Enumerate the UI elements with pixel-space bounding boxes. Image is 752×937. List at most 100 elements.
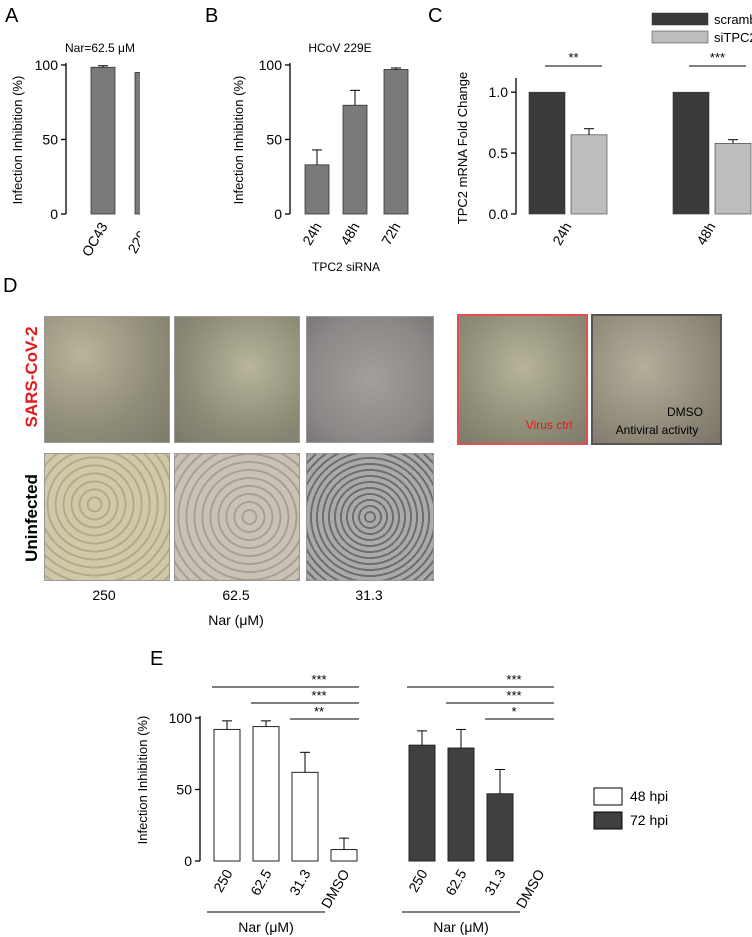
chart-e-ylabel: Infection Inhibition (%) bbox=[135, 716, 150, 845]
chart-b-title: HCoV 229E bbox=[308, 41, 371, 55]
chart-a-y-tick-label: 100 bbox=[35, 57, 59, 73]
chart-e-legend-label: 72 hpi bbox=[630, 812, 668, 828]
chart-e-bar bbox=[447, 747, 475, 862]
chart-e-bar bbox=[291, 771, 319, 862]
chart-b-x-tick-label: 72h bbox=[378, 220, 404, 248]
micrograph-uninfected-31-3 bbox=[306, 453, 434, 581]
chart-e-x-tick-label: 250 bbox=[405, 866, 431, 894]
micrograph-uninfected-250 bbox=[44, 453, 170, 581]
micrograph-sars-250 bbox=[44, 316, 170, 443]
row-label-sars-cov-2: SARS-CoV-2 bbox=[22, 326, 41, 427]
micrograph-uninfected-62-5 bbox=[174, 453, 300, 581]
chart-a-ylabel: Infection Inhibition (%) bbox=[10, 76, 25, 205]
chart-a-y-tick-label: 50 bbox=[42, 132, 58, 148]
chart-c-x-tick-label: 48h bbox=[693, 220, 719, 248]
chart-c-significance-label: ** bbox=[568, 50, 578, 65]
row-label-uninfected-wrap: Uninfected bbox=[22, 474, 41, 562]
micrograph-virus-ctrl bbox=[457, 314, 588, 445]
chart-b-xlabel: TPC2 siRNA bbox=[312, 260, 380, 274]
chart-e-x-tick-label: 31.3 bbox=[286, 866, 314, 898]
chart-e-group-axis-label: Nar (μM) bbox=[238, 919, 294, 935]
panel-letter-d: D bbox=[3, 275, 17, 297]
chart-a-plot: 0 50 100 OC43 229E bbox=[35, 57, 140, 259]
chart-a-title: Nar=62.5 μM bbox=[65, 41, 135, 55]
chart-b-bar bbox=[342, 104, 368, 215]
chart-e-legend-swatch bbox=[593, 787, 623, 806]
chart-a-bar bbox=[134, 72, 140, 215]
chart-c-legend-label: scrambled bbox=[714, 12, 752, 27]
panel-letter-d-wrap: D bbox=[3, 275, 17, 297]
chart-b-x-tick-label: 48h bbox=[337, 220, 363, 248]
chart-c-y-tick-label: 1.0 bbox=[489, 84, 509, 100]
chart-b-plot: 0 50 100 24h 48h 72h bbox=[259, 57, 409, 248]
chart-e-bar bbox=[252, 726, 280, 862]
chart-e-significance-label: *** bbox=[311, 672, 326, 687]
conc-label-62-5: 62.5 bbox=[222, 587, 249, 603]
panel-b: B HCoV 229E Infection Inhibition (%) TPC… bbox=[205, 5, 409, 274]
chart-c-bar bbox=[672, 91, 710, 215]
chart-e-x-tick-label: DMSO bbox=[318, 866, 353, 910]
chart-b-y-tick-label: 100 bbox=[259, 57, 283, 73]
chart-e-bar bbox=[213, 728, 241, 862]
chart-a-x-tick-label: OC43 bbox=[78, 219, 110, 259]
panel-e: E Infection Inhibition (%) 0 50 100 250 62.5… bbox=[135, 648, 669, 935]
chart-b-y-tick-label: 50 bbox=[266, 132, 282, 148]
micrograph-dmso bbox=[591, 314, 722, 445]
chart-e-bar bbox=[486, 793, 514, 862]
chart-c-plot: 0.0 0.5 1.0 24h ** 48h *** scrambled siTPC2 bbox=[489, 12, 752, 248]
chart-c-legend-swatch bbox=[651, 30, 709, 44]
chart-b-ylabel: Infection Inhibition (%) bbox=[231, 76, 246, 205]
chart-e-x-tick-label: 62.5 bbox=[247, 866, 275, 898]
chart-e-y-tick-label: 100 bbox=[169, 710, 193, 726]
chart-a-x-tick-label: 229E bbox=[124, 220, 140, 256]
panel-c: C TPC2 mRNA Fold Change 0.0 0.5 1.0 24h ** 48… bbox=[428, 5, 752, 248]
chart-b-y-tick-label: 0 bbox=[274, 206, 282, 222]
chart-c-x-tick-label: 24h bbox=[549, 220, 575, 248]
chart-b-bar bbox=[304, 164, 330, 215]
chart-c-legend-swatch bbox=[651, 12, 709, 26]
micrograph-labels: Virus ctrl DMSO Antiviral activity bbox=[526, 405, 703, 437]
chart-e-x-tick-label: 62.5 bbox=[442, 866, 470, 898]
virus-ctrl-label: Virus ctrl bbox=[526, 418, 572, 432]
chart-b-x-tick-label: 24h bbox=[299, 220, 325, 248]
row-label-uninfected: Uninfected bbox=[22, 474, 41, 562]
micrograph-sars-62-5 bbox=[174, 316, 300, 443]
chart-e-bar bbox=[330, 849, 358, 862]
chart-e-significance-label: *** bbox=[506, 672, 521, 687]
chart-c-legend-label: siTPC2 bbox=[714, 30, 752, 45]
dmso-label: DMSO bbox=[667, 405, 703, 419]
chart-c-y-tick-label: 0.0 bbox=[489, 206, 509, 222]
chart-e-significance-label: ** bbox=[314, 704, 324, 719]
chart-c-bar bbox=[528, 91, 566, 215]
row-label-sars-wrap: SARS-CoV-2 bbox=[22, 326, 41, 427]
panel-letter-c: C bbox=[428, 5, 442, 27]
chart-e-significance-label: * bbox=[511, 704, 516, 719]
chart-e-y-tick-label: 0 bbox=[184, 853, 192, 869]
chart-a-y-tick-label: 0 bbox=[50, 206, 58, 222]
chart-c-ylabel: TPC2 mRNA Fold Change bbox=[455, 72, 470, 224]
panel-letter-e: E bbox=[150, 648, 163, 670]
panel-d-axis: 250 62.5 31.3 Nar (μM) bbox=[92, 587, 383, 628]
chart-e-significance-label: *** bbox=[506, 688, 521, 703]
micrograph-sars-31-3 bbox=[306, 316, 434, 443]
chart-e-bar bbox=[408, 744, 436, 862]
panel-d-axis-label: Nar (μM) bbox=[208, 612, 264, 628]
chart-c-y-tick-label: 0.5 bbox=[489, 145, 509, 161]
chart-c-bar bbox=[714, 143, 752, 215]
panel-a: A Nar=62.5 μM Infection Inhibition (%) 0… bbox=[5, 5, 140, 259]
panel-letter-a: A bbox=[5, 5, 19, 27]
chart-e-significance-label: *** bbox=[311, 688, 326, 703]
chart-e-y-tick-label: 50 bbox=[176, 782, 192, 798]
chart-e-legend-swatch bbox=[593, 811, 623, 830]
chart-e-legend-label: 48 hpi bbox=[630, 788, 668, 804]
dmso-sub-label: Antiviral activity bbox=[616, 423, 699, 437]
chart-e-x-tick-label: DMSO bbox=[513, 866, 548, 910]
chart-c-significance-label: *** bbox=[710, 50, 725, 65]
chart-e-group-axis-label: Nar (μM) bbox=[433, 919, 489, 935]
chart-e-x-tick-label: 250 bbox=[210, 866, 236, 894]
chart-b-bar bbox=[383, 69, 409, 215]
chart-c-bar bbox=[570, 134, 608, 215]
conc-label-250: 250 bbox=[92, 587, 116, 603]
chart-a-bar bbox=[90, 66, 116, 215]
